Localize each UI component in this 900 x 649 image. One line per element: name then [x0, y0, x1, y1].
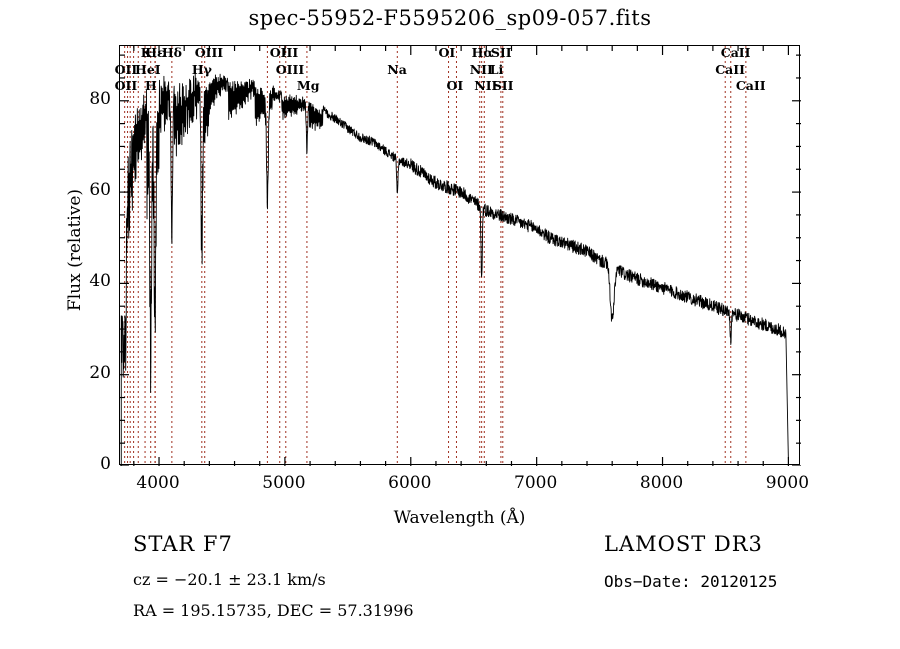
y-axis-title: Flux (relative)	[65, 188, 85, 312]
y-tick-label: 40	[89, 271, 111, 292]
spectral-line-label: OIII	[194, 45, 224, 60]
spectral-line-label: CaII	[715, 62, 745, 77]
x-tick-label: 5000	[262, 473, 306, 493]
spectral-line-label: HeI	[135, 62, 161, 77]
x-tick-label: 8000	[639, 473, 684, 493]
spectral-line-label: Hα	[471, 45, 494, 60]
x-tick-label: 9000	[765, 473, 810, 493]
object-class-text: STAR F7	[133, 532, 233, 556]
coordinates-text: RA = 195.15735, DEC = 57.31996	[133, 601, 414, 620]
spectrum-trace	[120, 70, 789, 466]
observation-date-text: Obs−Date: 20120125	[604, 572, 778, 591]
spectral-line-label: NII	[469, 62, 493, 77]
spectral-line-label: CaII	[735, 78, 766, 93]
spectral-line-label: OI	[438, 45, 456, 60]
spectral-line-label: OIII	[275, 62, 305, 77]
x-tick-label: 7000	[514, 473, 558, 493]
spectral-line-label: Hε	[145, 45, 165, 60]
spectral-line-label: OIII	[269, 45, 299, 60]
spectral-line-label: K	[140, 45, 152, 60]
spectral-line-label: Hδ	[161, 45, 183, 60]
x-tick-label: 6000	[388, 473, 432, 493]
x-axis-title: Wavelength (Å)	[393, 508, 526, 528]
spectral-line-label: Li	[489, 62, 504, 77]
y-tick-label: 0	[100, 454, 111, 474]
survey-release-text: LAMOST DR3	[604, 532, 763, 556]
spectral-line-label: OII	[114, 62, 138, 77]
spectral-line-label: Na	[387, 62, 407, 77]
y-tick-label: 60	[89, 180, 111, 201]
spectral-line-label: SII	[492, 78, 514, 93]
spectral-line-label: SII	[490, 45, 512, 60]
page-title: spec-55952-F5595206_sp09-057.fits	[248, 6, 652, 30]
spectral-line-label: Mg	[296, 78, 320, 93]
spectral-line-label: CaII	[720, 45, 751, 60]
spectral-line-label: Hγ	[191, 62, 212, 77]
x-tick-label: 4000	[136, 473, 180, 493]
spectrum-plot	[119, 45, 801, 466]
spectral-line-label: OI	[446, 78, 464, 93]
y-tick-label: 20	[89, 362, 111, 383]
axis-ticks	[120, 46, 801, 466]
spectral-line-label: H	[144, 78, 157, 93]
redshift-velocity-text: cz = −20.1 ± 23.1 km/s	[133, 570, 326, 589]
spectral-line-label: NII	[474, 78, 498, 93]
y-tick-label: 80	[89, 88, 111, 109]
spectral-line-label: OII	[114, 78, 138, 93]
